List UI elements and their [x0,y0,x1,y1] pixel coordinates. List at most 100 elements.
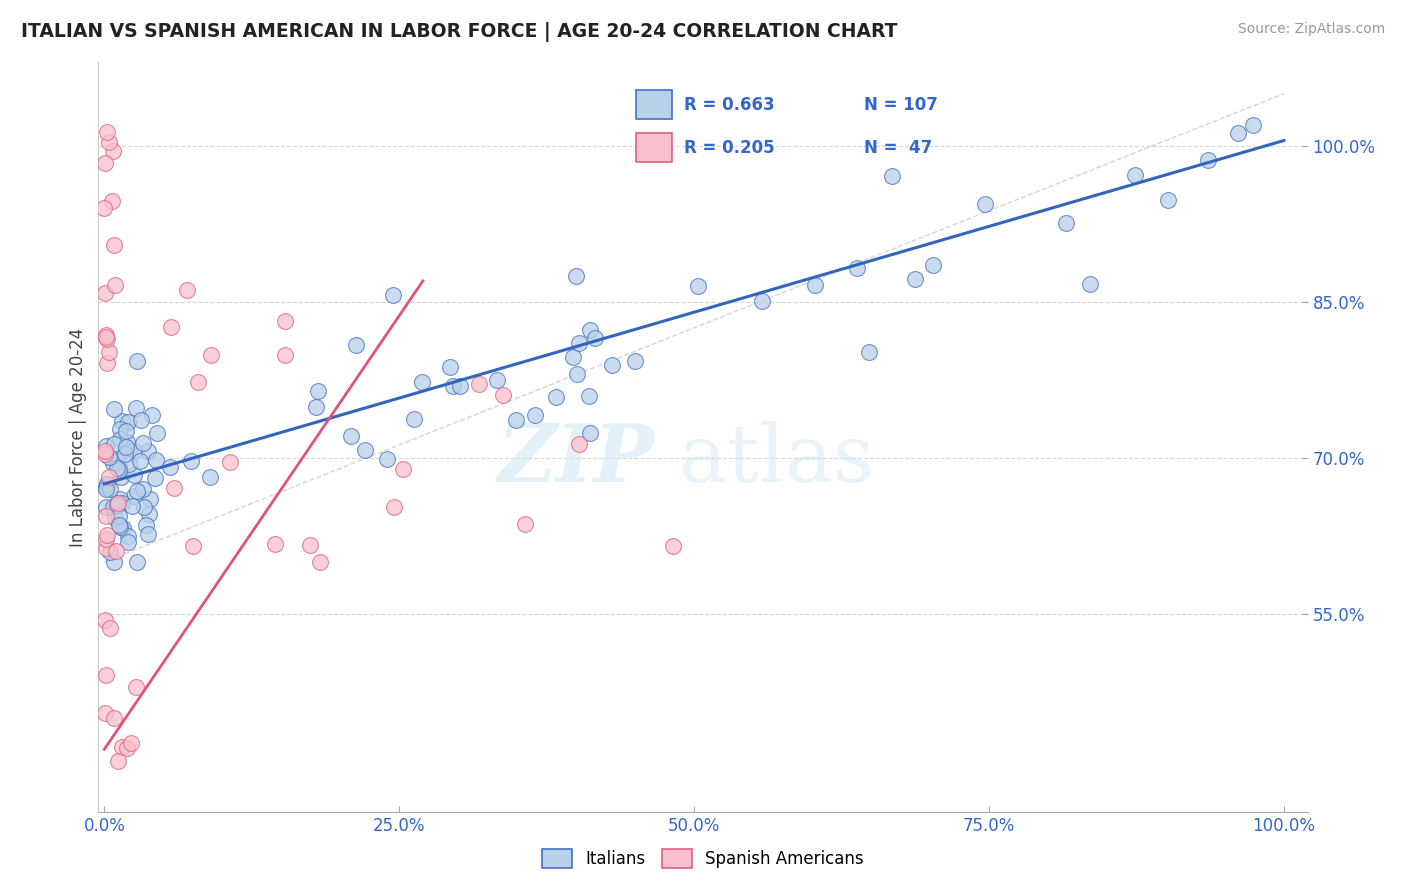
Point [104,277,127,292]
Point [121,499,143,513]
Point [375,451,398,466]
Point [568,335,591,350]
Point [115,424,138,438]
Point [108,460,131,475]
Point [305,400,328,414]
Point [141,408,163,422]
Point [125,354,148,368]
Point [105,496,128,510]
Point [339,428,361,442]
Point [98,621,121,635]
Point [600,358,623,372]
Point [93,286,115,301]
Point [1054,216,1077,230]
Point [94,706,117,721]
Point [103,238,125,252]
Point [103,555,125,569]
Point [108,492,131,507]
Point [97,470,120,484]
Point [94,509,117,524]
Point [200,349,222,363]
Point [120,736,142,750]
Point [1197,153,1219,167]
Point [468,376,491,391]
Point [138,444,160,458]
Point [307,384,329,399]
Point [973,197,995,211]
Point [105,544,128,558]
Point [561,350,583,364]
Point [439,359,461,374]
Point [274,348,297,362]
Y-axis label: In Labor Force | Age 20-24: In Labor Force | Age 20-24 [69,327,87,547]
Point [1123,168,1146,182]
Point [565,367,588,381]
Point [1241,118,1264,132]
Point [94,447,117,461]
Point [579,426,602,441]
Point [138,508,160,522]
Point [115,435,138,450]
Point [107,508,129,523]
Point [485,373,508,387]
Point [125,555,148,569]
Point [135,517,157,532]
Point [132,435,155,450]
Point [578,389,600,403]
Point [567,437,589,451]
Point [105,461,128,475]
Point [103,437,125,451]
Point [96,356,118,370]
Point [858,345,880,359]
Point [115,740,138,755]
Point [107,754,129,768]
Point [101,500,124,515]
Point [845,261,868,276]
Text: ZIP: ZIP [498,421,655,499]
Point [96,477,118,491]
Point [565,269,588,284]
Point [125,401,148,416]
Text: Source: ZipAtlas.com: Source: ZipAtlas.com [1237,22,1385,37]
Point [94,155,117,169]
Point [111,414,134,428]
Point [96,332,118,346]
Point [661,539,683,553]
Point [125,483,148,498]
Point [96,480,118,494]
Point [118,457,141,471]
Point [181,539,204,553]
Point [904,272,927,286]
Text: ITALIAN VS SPANISH AMERICAN IN LABOR FORCE | AGE 20-24 CORRELATION CHART: ITALIAN VS SPANISH AMERICAN IN LABOR FOR… [21,22,897,42]
Point [94,613,117,627]
Point [145,453,167,467]
Point [132,483,155,497]
Point [108,518,131,533]
Point [94,532,117,546]
Point [96,439,118,453]
Point [105,498,128,512]
Point [160,320,183,334]
Point [163,481,186,495]
Point [382,288,405,302]
Point [98,545,121,559]
Point [94,483,117,497]
Point [97,450,120,465]
Point [110,469,132,483]
Point [100,194,122,208]
Point [382,500,405,514]
Point [491,388,513,402]
Point [107,462,129,476]
Point [115,440,138,454]
Point [583,331,606,345]
Point [136,527,159,541]
Point [922,258,945,272]
Point [96,125,118,139]
Point [94,500,117,514]
Point [111,495,134,509]
Point [111,739,134,754]
Point [803,278,825,293]
Point [219,455,242,469]
Point [129,454,152,468]
Point [354,442,377,457]
